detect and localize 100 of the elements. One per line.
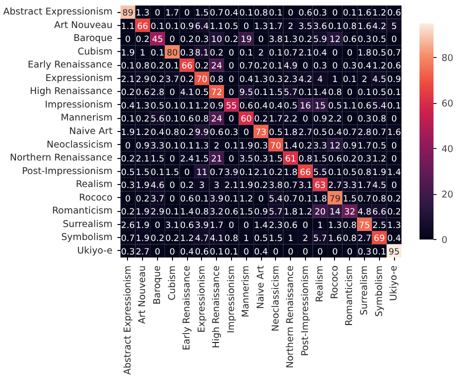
data-label: 1.9 — [239, 141, 254, 152]
data-label: 0 — [288, 247, 294, 258]
data-label: 0.8 — [254, 8, 268, 19]
data-label: 0.2 — [387, 194, 402, 204]
data-label: 0.3 — [254, 141, 268, 152]
data-label: 0.2 — [298, 141, 312, 152]
data-label: 0.5 — [268, 128, 283, 138]
data-label: 0.2 — [180, 35, 194, 46]
data-label: 0 — [243, 247, 249, 258]
data-label: 1.1 — [121, 22, 135, 32]
data-label: 1 — [317, 220, 323, 231]
data-label: 72 — [211, 88, 222, 98]
data-label: 0.5 — [150, 101, 164, 112]
data-label: 1.3 — [136, 101, 150, 112]
data-label: 0.7 — [210, 8, 224, 19]
data-label: 0.8 — [194, 208, 209, 218]
y-tick-label: Realism — [76, 179, 113, 190]
data-label: 0.8 — [358, 168, 372, 178]
data-label: 0.2 — [121, 88, 135, 98]
data-label: 2.7 — [298, 128, 312, 138]
data-label: 0.1 — [239, 48, 254, 58]
data-label: 2.9 — [136, 74, 150, 85]
data-label: 61 — [285, 154, 296, 165]
x-tick-label: Northern Renaissance — [285, 265, 296, 368]
data-label: 0.2 — [180, 74, 194, 85]
data-label: 0.1 — [328, 22, 342, 32]
data-label: 4.2 — [372, 22, 386, 32]
data-label: 0.1 — [298, 88, 312, 98]
y-tick-label: Art Nouveau — [54, 20, 113, 31]
x-tick-label: Rococo — [329, 265, 340, 299]
data-label: 0 — [228, 62, 234, 72]
data-label: 0 — [184, 8, 190, 19]
data-label: 0.1 — [387, 88, 402, 98]
data-label: 0.2 — [210, 48, 224, 58]
data-label: 0.9 — [136, 141, 150, 152]
y-tick-label: Rococo — [79, 192, 113, 204]
data-label: 0.1 — [165, 62, 180, 72]
data-label: 0.1 — [165, 101, 180, 112]
data-label: 0 — [184, 168, 190, 178]
data-label: 0.1 — [180, 141, 194, 152]
data-label: 1.2 — [239, 194, 254, 204]
y-tick-label: Impressionism — [44, 99, 113, 110]
data-label: 1.2 — [372, 8, 386, 19]
data-label: 0.1 — [165, 141, 180, 152]
y-tick-label: Post-Impressionism — [22, 166, 113, 177]
data-label: 0.3 — [194, 35, 209, 46]
y-tick-label: Cubism — [78, 46, 113, 58]
data-label: 0.8 — [136, 62, 150, 72]
data-label: 1.2 — [136, 128, 150, 138]
data-label: 0.6 — [136, 88, 150, 98]
data-label: 1.8 — [358, 48, 372, 58]
data-label: 89 — [122, 8, 134, 19]
data-label: 2.8 — [150, 88, 164, 98]
data-label: 0 — [125, 35, 131, 46]
data-label: 66 — [137, 22, 148, 32]
data-label: 1.3 — [254, 74, 268, 85]
data-label: 1 — [332, 74, 338, 85]
data-label: 0.1 — [180, 101, 194, 112]
data-label: 0.1 — [268, 62, 283, 72]
data-label: 0 — [258, 35, 264, 46]
data-label: 6.6 — [372, 208, 386, 218]
data-label: 5.6 — [150, 114, 164, 125]
data-label: 55 — [226, 101, 237, 112]
data-label: 1 — [140, 48, 146, 58]
data-label: 0 — [346, 88, 352, 98]
data-label: 0.2 — [254, 181, 268, 192]
data-label: 1.7 — [358, 141, 372, 152]
data-label: 0.5 — [284, 101, 298, 112]
data-label: 9.5 — [239, 88, 254, 98]
y-tick-label: Northern Renaissance — [10, 152, 113, 164]
data-label: 0 — [258, 194, 264, 204]
data-label: 4.1 — [210, 234, 224, 244]
data-label: 0 — [288, 8, 294, 19]
data-label: 1.2 — [180, 234, 194, 244]
data-label: 1.5 — [268, 154, 283, 165]
data-label: 0.5 — [194, 88, 209, 98]
data-label: 1.2 — [372, 154, 386, 165]
x-tick-label: Baroque — [152, 265, 163, 305]
data-label: 1.9 — [136, 220, 150, 231]
data-label: 2 — [302, 234, 308, 244]
data-label: 0 — [125, 141, 131, 152]
data-label: 0.8 — [224, 234, 238, 244]
y-tick-label: Surrealism — [62, 218, 113, 230]
y-tick-label: Ukiyo-e — [77, 245, 113, 256]
data-label: 1.5 — [268, 88, 283, 98]
data-label: 95 — [388, 247, 400, 258]
data-label: 6.4 — [194, 22, 210, 32]
data-label: 1.7 — [165, 8, 180, 19]
data-label: 1.2 — [194, 101, 209, 112]
data-label: 0.2 — [194, 62, 209, 72]
x-tick-label: Symbolism — [374, 265, 385, 317]
data-label: 0 — [302, 114, 308, 125]
data-label: 0.1 — [342, 74, 357, 85]
data-label: 1.4 — [254, 220, 268, 231]
data-label: 3 — [214, 181, 220, 192]
data-label: 2.5 — [372, 220, 386, 231]
data-label: 0 — [346, 247, 352, 258]
x-tick-label: Expressionism — [196, 265, 208, 333]
data-label: 1.6 — [358, 8, 372, 19]
x-tick-label: Ukiyo-e — [388, 265, 400, 301]
